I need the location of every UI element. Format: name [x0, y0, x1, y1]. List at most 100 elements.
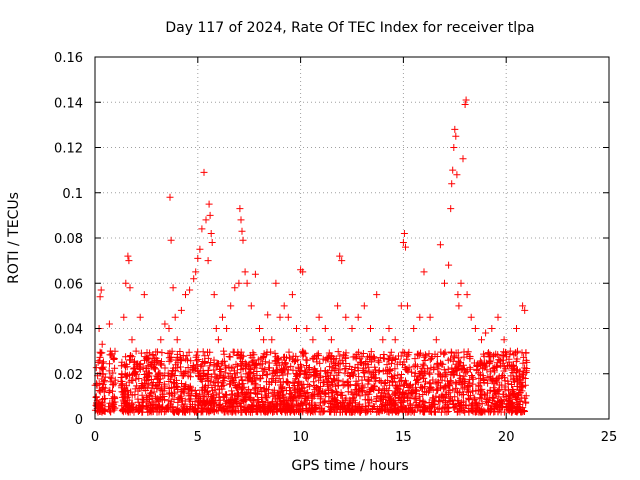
data-point — [161, 320, 169, 328]
data-point — [466, 365, 474, 373]
data-point — [228, 387, 236, 395]
data-point — [221, 369, 229, 377]
data-point — [434, 370, 442, 378]
data-point — [287, 387, 295, 395]
data-point — [230, 348, 238, 356]
data-point — [505, 387, 512, 395]
data-point — [256, 403, 264, 411]
data-point — [251, 364, 259, 372]
data-point — [283, 378, 291, 385]
data-point — [365, 396, 373, 404]
data-point — [289, 379, 297, 387]
data-point — [207, 359, 215, 366]
data-point — [92, 393, 100, 401]
data-point — [330, 395, 338, 403]
data-point — [194, 367, 202, 375]
data-point — [444, 389, 452, 397]
data-point — [219, 358, 227, 366]
data-point — [167, 356, 175, 364]
x-tick-label: 20 — [498, 430, 515, 445]
data-point — [365, 368, 373, 376]
data-point — [405, 348, 413, 356]
data-point — [248, 357, 256, 365]
data-point — [178, 380, 185, 387]
data-point — [165, 357, 173, 365]
data-point — [417, 383, 425, 391]
data-point — [485, 407, 493, 415]
data-point — [164, 369, 172, 377]
data-point — [500, 367, 508, 375]
data-point — [251, 270, 259, 278]
data-point — [316, 359, 324, 367]
data-point — [449, 166, 457, 174]
data-point — [290, 394, 297, 401]
data-point — [350, 396, 358, 404]
data-point — [359, 403, 367, 411]
data-point — [402, 377, 409, 385]
data-point — [402, 243, 409, 251]
data-point — [484, 401, 492, 409]
data-point — [238, 384, 246, 392]
data-point — [123, 372, 131, 380]
axis-ticks — [94, 56, 610, 420]
data-point — [171, 366, 179, 374]
data-point — [319, 408, 327, 416]
data-point — [472, 387, 480, 395]
data-point — [146, 408, 154, 416]
data-point — [190, 275, 198, 283]
data-point — [101, 395, 109, 403]
data-point — [373, 393, 381, 401]
data-point — [442, 383, 450, 391]
data-point — [334, 381, 342, 389]
data-point — [346, 373, 354, 380]
data-point — [375, 377, 383, 384]
data-point — [319, 378, 327, 386]
data-point — [228, 406, 236, 414]
data-point — [214, 336, 222, 344]
data-point — [304, 389, 312, 396]
data-point — [336, 252, 344, 260]
data-point — [471, 395, 479, 403]
data-point — [341, 406, 349, 414]
data-point — [348, 325, 356, 332]
data-point — [491, 380, 499, 388]
data-point — [289, 366, 297, 374]
data-point — [239, 395, 247, 403]
data-point — [500, 336, 508, 344]
data-point — [231, 284, 239, 292]
x-tick-labels: 0 5 10 15 20 25 — [91, 430, 617, 445]
data-point — [322, 390, 330, 398]
data-point — [406, 383, 414, 391]
data-point — [509, 391, 517, 399]
data-point — [501, 377, 509, 385]
data-point — [416, 313, 424, 321]
data-point — [462, 369, 470, 377]
data-point — [219, 379, 227, 387]
y-tick-label: 0.06 — [54, 277, 83, 292]
data-point — [394, 385, 402, 393]
data-point — [246, 373, 254, 381]
data-point — [98, 398, 106, 406]
data-point — [252, 361, 260, 368]
data-point — [452, 380, 460, 388]
data-point — [397, 302, 405, 310]
data-point — [344, 377, 352, 385]
data-point — [293, 372, 300, 380]
data-point — [264, 408, 272, 416]
data-point — [478, 359, 486, 367]
data-point — [365, 377, 373, 385]
data-point — [207, 400, 215, 408]
data-point — [463, 291, 471, 299]
data-point — [346, 362, 354, 370]
data-point — [241, 408, 249, 416]
data-point — [109, 354, 117, 362]
data-point — [509, 376, 517, 384]
data-point — [509, 404, 516, 412]
data-point — [152, 393, 159, 401]
data-point — [293, 325, 300, 332]
data-point — [415, 351, 423, 359]
data-point — [264, 311, 272, 319]
data-point — [385, 368, 393, 376]
data-point — [351, 390, 359, 398]
data-point — [125, 391, 132, 399]
